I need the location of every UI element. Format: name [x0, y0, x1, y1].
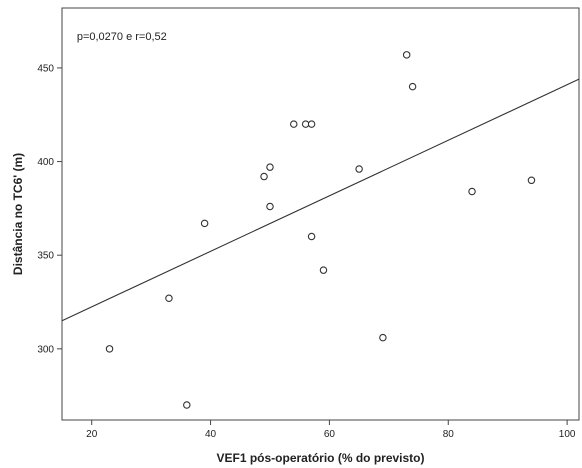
regression-line-group	[61, 78, 580, 322]
data-point	[527, 176, 536, 185]
data-point	[355, 165, 363, 173]
x-tick-label: 40	[205, 429, 217, 440]
data-point	[290, 120, 298, 128]
x-tick-label: 20	[86, 429, 98, 440]
x-axis-label: VEF1 pós-operatório (% do previsto)	[216, 451, 424, 465]
data-point	[307, 232, 316, 241]
y-tick-label: 350	[37, 251, 54, 262]
y-tick-label: 300	[37, 344, 54, 355]
y-axis-label: Distância no TC6' (m)	[11, 153, 25, 275]
data-point	[379, 333, 387, 342]
data-point	[266, 163, 274, 171]
data-point	[200, 219, 209, 228]
y-tick-label: 450	[37, 63, 54, 74]
data-point	[105, 345, 114, 353]
data-point	[307, 120, 316, 128]
plot-area	[61, 7, 580, 421]
x-tick-label: 100	[559, 429, 576, 440]
x-tick-label: 60	[324, 429, 336, 440]
axis-ticks: 20 40 60 80 100 300 350 400 450	[37, 63, 576, 440]
x-tick-label: 80	[443, 429, 455, 440]
y-tick-label: 400	[37, 157, 54, 168]
data-point	[260, 172, 268, 181]
regression-line	[61, 78, 580, 322]
data-point	[165, 294, 173, 303]
data-point	[266, 202, 274, 211]
data-points	[105, 51, 536, 409]
data-point	[183, 401, 191, 409]
data-point	[402, 51, 411, 59]
data-point	[319, 266, 328, 274]
data-point	[408, 82, 417, 91]
stats-annotation: p=0,0270 e r=0,52	[77, 31, 167, 43]
data-point	[468, 187, 476, 196]
